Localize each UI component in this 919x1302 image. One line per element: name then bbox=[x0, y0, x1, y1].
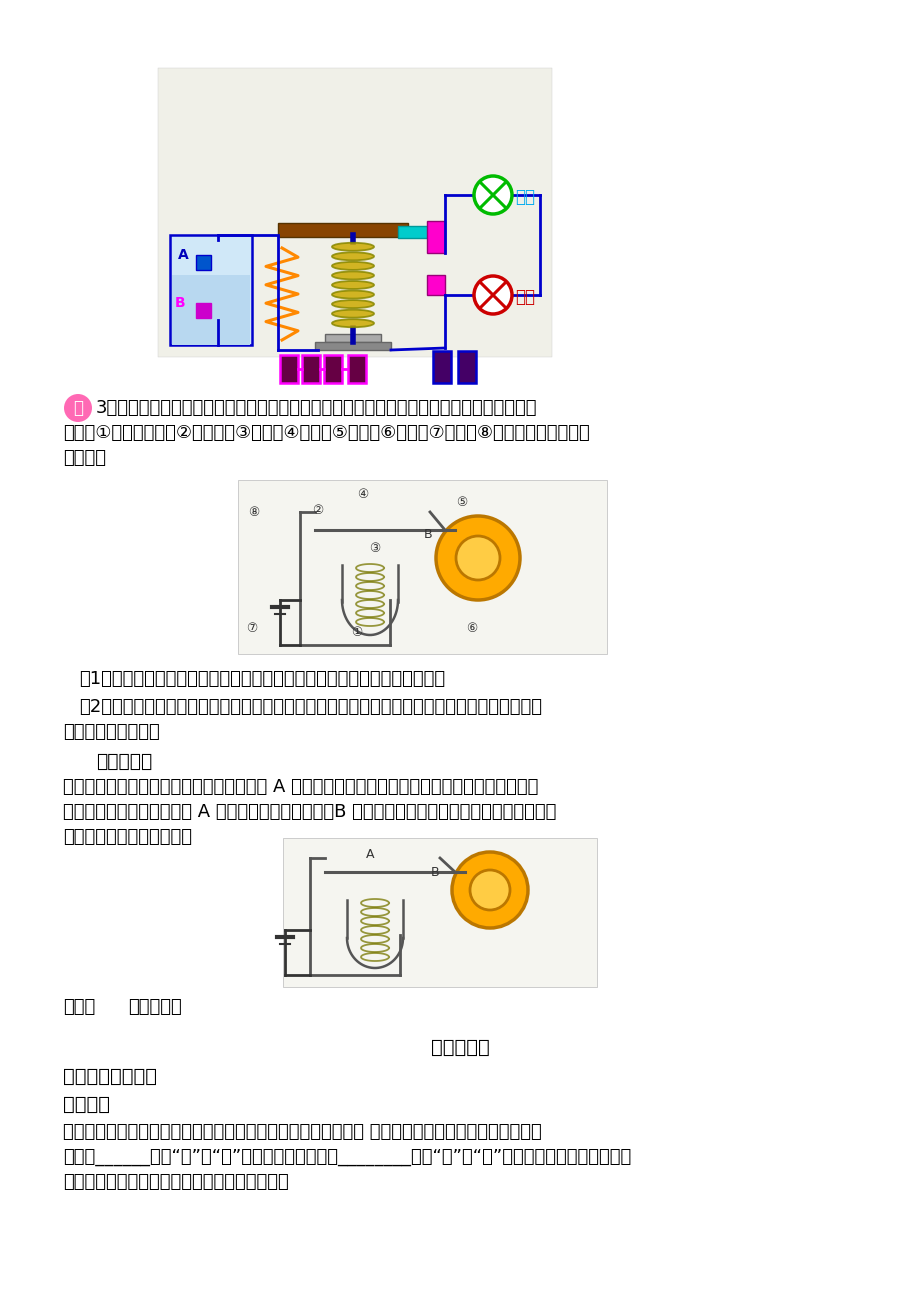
Text: ①: ① bbox=[351, 626, 362, 639]
Bar bbox=[314, 342, 391, 350]
Ellipse shape bbox=[332, 290, 374, 298]
Text: ⑥: ⑥ bbox=[466, 621, 477, 634]
Text: 答案：: 答案： bbox=[62, 999, 96, 1016]
Text: 绿灯: 绿灯 bbox=[515, 187, 535, 206]
Bar bbox=[433, 352, 450, 383]
Bar bbox=[324, 335, 380, 342]
Bar bbox=[398, 227, 429, 238]
Bar bbox=[426, 221, 445, 253]
Text: 分析与解：: 分析与解： bbox=[96, 753, 152, 771]
Bar bbox=[426, 275, 445, 296]
Text: 红灯: 红灯 bbox=[515, 288, 535, 306]
Text: 如图所示。: 如图所示。 bbox=[128, 999, 182, 1016]
Bar bbox=[279, 355, 298, 383]
Ellipse shape bbox=[332, 271, 374, 280]
Circle shape bbox=[473, 276, 512, 314]
Ellipse shape bbox=[332, 253, 374, 260]
Text: B: B bbox=[424, 529, 432, 542]
FancyBboxPatch shape bbox=[238, 480, 607, 654]
Text: ⑧: ⑧ bbox=[248, 505, 259, 518]
Text: ④: ④ bbox=[357, 487, 369, 500]
Ellipse shape bbox=[332, 281, 374, 289]
Circle shape bbox=[470, 870, 509, 910]
Circle shape bbox=[473, 176, 512, 214]
Bar bbox=[170, 234, 252, 345]
Text: B: B bbox=[175, 296, 186, 310]
Bar bbox=[323, 355, 342, 383]
Text: B: B bbox=[430, 866, 439, 879]
Circle shape bbox=[436, 516, 519, 600]
Text: 例: 例 bbox=[73, 398, 83, 417]
Text: 金题精讲: 金题精讲 bbox=[62, 1095, 110, 1115]
Text: 重难点易错点解析: 重难点易错点解析 bbox=[62, 1068, 157, 1086]
Ellipse shape bbox=[332, 319, 374, 327]
Text: ③: ③ bbox=[369, 542, 380, 555]
Ellipse shape bbox=[332, 301, 374, 309]
Circle shape bbox=[456, 536, 499, 579]
Text: 3：某校学生开展物理课外科技活动，其内容是设计制作一个简易电铃，小华同学选择了如下: 3：某校学生开展物理课外科技活动，其内容是设计制作一个简易电铃，小华同学选择了如… bbox=[96, 398, 537, 417]
Text: 此达到不断敲击铃的目的。: 此达到不断敲击铃的目的。 bbox=[62, 828, 192, 846]
Text: 题的两条具体措施。: 题的两条具体措施。 bbox=[62, 723, 160, 741]
Bar bbox=[301, 355, 320, 383]
Text: 器材：①蹄形电磁鐵，②弹簧片，③衔鐵，④螺钉，⑤小锤，⑥电铃，⑦电源，⑧开关和若干导线，如: 器材：①蹄形电磁鐵，②弹簧片，③衔鐵，④螺钉，⑤小锤，⑥电铃，⑦电源，⑧开关和若… bbox=[62, 424, 589, 441]
Circle shape bbox=[64, 395, 92, 422]
Ellipse shape bbox=[332, 310, 374, 318]
Text: ②: ② bbox=[312, 504, 323, 517]
Text: A: A bbox=[366, 849, 374, 862]
Text: 电磁继电器: 电磁继电器 bbox=[430, 1038, 489, 1057]
Text: 图所示。: 图所示。 bbox=[62, 449, 106, 467]
Text: 小锤敲击铃，但同时衔鐵与 A 断开，电磁鐵失去磁性，B 在弹力的作用回到原位，再次形成通路，由: 小锤敲击铃，但同时衔鐵与 A 断开，电磁鐵失去磁性，B 在弹力的作用回到原位，再… bbox=[62, 803, 556, 822]
Bar bbox=[347, 355, 366, 383]
FancyBboxPatch shape bbox=[158, 68, 551, 357]
Text: 这个电铃的原理是将衔鐵和有弹性的金属片 A 相连，接通电源后，电磁鐵产生磁性，将磁鐵吸下，: 这个电铃的原理是将衔鐵和有弹性的金属片 A 相连，接通电源后，电磁鐵产生磁性，将… bbox=[62, 779, 538, 796]
FancyBboxPatch shape bbox=[283, 838, 596, 987]
Bar bbox=[196, 303, 210, 318]
Text: 题一：新建的居民住宅大多安装了自动空气开关。其原理如图， 当电路由于电流过大时，电磁鐵的磁: 题一：新建的居民住宅大多安装了自动空气开关。其原理如图， 当电路由于电流过大时，… bbox=[62, 1124, 541, 1141]
Text: ⑤: ⑤ bbox=[456, 496, 467, 509]
Bar bbox=[196, 255, 210, 270]
Ellipse shape bbox=[332, 262, 374, 270]
Bar bbox=[172, 275, 250, 345]
Bar bbox=[278, 223, 407, 237]
Text: 性将变______（填“强”或“弱”），吸引衔鐵的力变________（填“大”或“小”），使衔鐵转动，闸刀在弹: 性将变______（填“强”或“弱”），吸引衔鐵的力变________（填“大”… bbox=[62, 1148, 630, 1167]
Text: （2）小华同学发现自制的电铃铃声很小，经检查是电磁鐵的磁性不强所致，请你提出解决这一问: （2）小华同学发现自制的电铃铃声很小，经检查是电磁鐵的磁性不强所致，请你提出解决… bbox=[79, 698, 541, 716]
Circle shape bbox=[451, 852, 528, 928]
Text: ⑦: ⑦ bbox=[246, 621, 257, 634]
Text: （1）请你用笔画线代替导线将电路连接好，使开关闭合时电铃能不断发声。: （1）请你用笔画线代替导线将电路连接好，使开关闭合时电铃能不断发声。 bbox=[79, 671, 445, 687]
Text: S: S bbox=[429, 232, 441, 250]
Ellipse shape bbox=[332, 242, 374, 251]
Text: A: A bbox=[177, 247, 188, 262]
Text: 力作用下自动开启，切断电路，起到保险作用。: 力作用下自动开启，切断电路，起到保险作用。 bbox=[62, 1173, 289, 1191]
Bar bbox=[458, 352, 475, 383]
